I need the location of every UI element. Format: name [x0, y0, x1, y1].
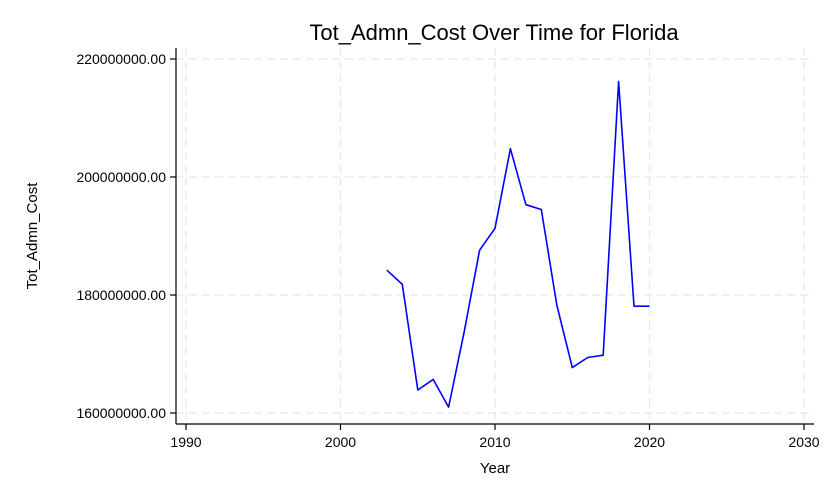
y-axis-label: Tot_Admn_Cost: [24, 182, 41, 290]
series-line: [386, 80, 650, 408]
y-tick-label: 160000000.00: [76, 405, 166, 421]
series-layer: [386, 80, 650, 408]
x-tick-label: 2020: [634, 434, 665, 450]
axis-ticks: 160000000.00 180000000.00 200000000.00 2200…: [76, 51, 819, 450]
x-tick-label: 2010: [479, 434, 510, 450]
y-tick-label: 180000000.00: [76, 287, 166, 303]
y-tick-label: 220000000.00: [76, 51, 166, 67]
x-tick-label: 1990: [170, 434, 201, 450]
x-tick-label: 2030: [788, 434, 819, 450]
grid-lines: [176, 48, 814, 424]
x-axis-label: Year: [480, 460, 510, 477]
x-tick-label: 2000: [325, 434, 356, 450]
y-tick-label: 200000000.00: [76, 169, 166, 185]
chart-title: Tot_Admn_Cost Over Time for Florida: [309, 20, 679, 45]
